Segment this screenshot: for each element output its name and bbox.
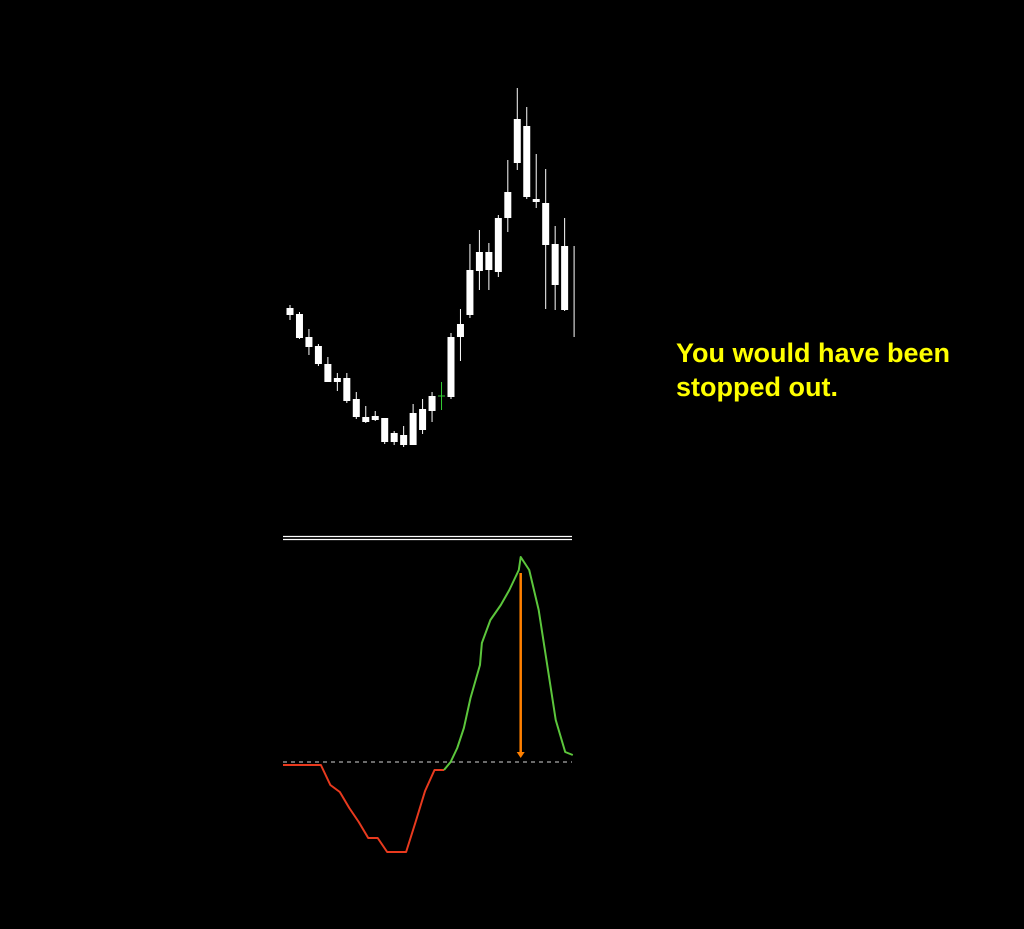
candle-body [466, 270, 474, 315]
candle [305, 329, 313, 355]
candle-body [362, 417, 370, 422]
candle-body [447, 337, 455, 397]
annotation-text: You would have been stopped out. [676, 336, 950, 404]
candle [456, 309, 464, 361]
candle [352, 392, 360, 419]
candle-body [381, 418, 389, 442]
candle [542, 169, 550, 309]
candle [381, 418, 389, 444]
price-candles [286, 88, 575, 447]
candle-body [286, 308, 294, 315]
oscillator-lines [283, 556, 574, 853]
candle [428, 392, 436, 422]
candle-body [371, 416, 379, 420]
candle-body [504, 192, 512, 218]
candle [504, 160, 512, 232]
candle [532, 154, 540, 208]
candle-body [409, 413, 417, 445]
candle [324, 357, 332, 382]
candle-body [324, 364, 332, 382]
candle-body [343, 378, 351, 401]
candle-body [485, 252, 493, 270]
candle [494, 215, 502, 277]
candle [551, 226, 559, 310]
candle [343, 373, 351, 403]
candle-body [532, 199, 540, 202]
candle-body [333, 378, 341, 382]
panel-separator [283, 535, 572, 541]
candle [371, 411, 379, 421]
candle-body [428, 396, 436, 411]
candle-body [305, 337, 313, 347]
candle-body [390, 433, 398, 442]
annotation-line-1: You would have been [676, 338, 951, 368]
candle-body [494, 218, 502, 272]
candle [409, 404, 417, 445]
candle [295, 312, 303, 339]
candle-body [523, 126, 531, 197]
candle [523, 107, 531, 199]
candle-body [475, 252, 483, 271]
candle [513, 88, 521, 170]
oscillator-line-osc_negative [283, 764, 444, 853]
candle [438, 382, 446, 410]
candle-body [352, 399, 360, 417]
candle [333, 373, 341, 391]
candle-body [295, 314, 303, 338]
candle [447, 333, 455, 399]
candle-body [513, 119, 521, 163]
candle [286, 305, 294, 320]
candle [485, 243, 493, 290]
candle-body [419, 409, 427, 430]
candle-body [456, 324, 464, 337]
arrow-head-icon [516, 752, 525, 758]
oscillator-line-osc_positive [443, 556, 574, 771]
annotation-line-2: stopped out. [676, 372, 838, 402]
candle-body [314, 346, 322, 364]
candle-body [400, 435, 408, 445]
candle-body [542, 203, 550, 245]
candle [561, 218, 569, 311]
candle [390, 431, 398, 445]
candle [314, 344, 322, 366]
candle [475, 230, 483, 290]
candle-body [551, 244, 559, 285]
candle-body [561, 246, 569, 310]
candle [466, 244, 474, 318]
stop-arrow [516, 573, 525, 758]
candle [419, 399, 427, 434]
candle [362, 406, 370, 423]
candle [400, 426, 408, 447]
